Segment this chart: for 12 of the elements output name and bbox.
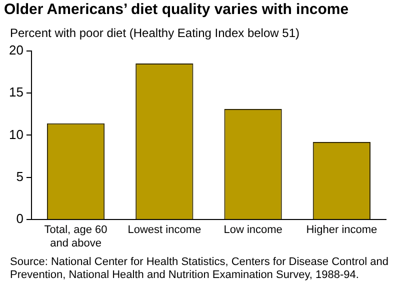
y-tick-label: 0: [16, 211, 24, 226]
y-tick-label: 20: [8, 42, 24, 58]
source-note: Source: National Center for Health Statistics, Centers for Disease Control and Prevention, National Health and Nutrition Examination Survey, 1988-94.: [10, 256, 390, 282]
y-tick-label: 15: [8, 84, 24, 100]
x-tick-label: Low income: [224, 224, 282, 236]
chart-title: Older Americans’ diet quality varies with income: [4, 1, 349, 18]
y-tick-label: 10: [8, 126, 24, 142]
x-tick-label: Lowest income: [128, 224, 202, 236]
x-tick-label: Higher income: [306, 224, 378, 236]
x-tick-label: Total, age 60 and above: [44, 224, 108, 250]
y-axis-title: Percent with poor diet (Healthy Eating Index below 51): [10, 26, 300, 40]
y-tick-label: 5: [16, 168, 24, 184]
